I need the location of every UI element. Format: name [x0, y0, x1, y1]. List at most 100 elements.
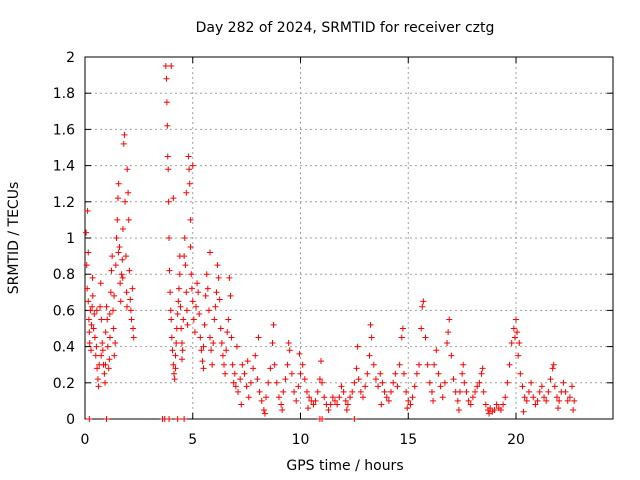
data-point [164, 122, 171, 129]
data-point [232, 383, 239, 390]
data-point [430, 397, 437, 404]
data-point [549, 365, 556, 372]
data-point [197, 334, 204, 341]
data-point [95, 383, 102, 390]
data-point [435, 370, 442, 377]
data-point [91, 334, 98, 341]
data-point [168, 316, 175, 323]
data-point [227, 292, 234, 299]
data-point [456, 388, 463, 395]
data-point [325, 406, 332, 413]
data-point [515, 352, 522, 359]
data-point [83, 262, 90, 269]
axis-ticks [84, 56, 613, 420]
data-point [354, 343, 361, 350]
data-point [243, 383, 250, 390]
data-point [186, 166, 193, 173]
data-point [508, 339, 515, 346]
data-point [89, 274, 96, 281]
data-point [424, 361, 431, 368]
data-point [85, 249, 92, 256]
data-point [93, 307, 100, 314]
data-point [461, 379, 468, 386]
data-point [178, 325, 185, 332]
data-point [521, 394, 528, 401]
data-point [117, 280, 124, 287]
data-point [286, 347, 293, 354]
data-point [176, 271, 183, 278]
data-point [278, 401, 285, 408]
data-point [378, 401, 385, 408]
data-point [303, 388, 310, 395]
data-point [543, 397, 550, 404]
data-point [269, 339, 276, 346]
data-point [179, 347, 186, 354]
data-point [437, 383, 444, 390]
data-point [209, 361, 216, 368]
data-point [174, 416, 181, 422]
data-point [551, 383, 558, 390]
data-point [293, 397, 300, 404]
data-point [314, 388, 321, 395]
data-point [338, 383, 345, 390]
data-point [250, 365, 257, 372]
data-point [396, 361, 403, 368]
data-point [291, 388, 298, 395]
data-point [83, 229, 90, 236]
data-point [357, 388, 364, 395]
data-point [560, 379, 567, 386]
data-point [168, 63, 175, 70]
data-point [422, 334, 429, 341]
data-point [224, 329, 231, 336]
data-point [370, 361, 377, 368]
data-point [212, 303, 219, 310]
data-point [285, 339, 292, 346]
data-point [106, 356, 113, 363]
data-point [196, 311, 203, 318]
data-point [454, 397, 461, 404]
data-point [164, 153, 171, 160]
y-tick-label: 0.4 [53, 340, 75, 356]
data-point [93, 343, 100, 350]
data-point [128, 316, 135, 323]
data-point [523, 397, 530, 404]
data-point [353, 365, 360, 372]
data-point [372, 376, 379, 383]
data-point [199, 358, 206, 365]
data-points [83, 63, 578, 422]
data-point [367, 321, 374, 328]
data-point [381, 388, 388, 395]
data-point [167, 307, 174, 314]
data-point [306, 394, 313, 401]
data-point [190, 316, 197, 323]
data-point [260, 406, 267, 413]
data-point [99, 347, 106, 354]
data-point [405, 397, 412, 404]
data-point [218, 339, 225, 346]
data-point [399, 325, 406, 332]
data-point [299, 361, 306, 368]
data-point [172, 365, 179, 372]
y-tick-label: 1.2 [53, 195, 75, 211]
data-point [506, 361, 513, 368]
data-point [536, 388, 543, 395]
data-point [317, 358, 324, 365]
data-point [327, 401, 334, 408]
data-point [510, 325, 517, 332]
data-point [263, 394, 270, 401]
data-point [334, 401, 341, 408]
data-point [87, 307, 94, 314]
data-point [167, 289, 174, 296]
data-point [366, 352, 373, 359]
data-point [125, 189, 132, 196]
data-point [111, 352, 118, 359]
data-point [284, 361, 291, 368]
y-tick-label: 1 [66, 231, 75, 247]
data-point [273, 379, 280, 386]
data-point [171, 376, 178, 383]
data-point [184, 321, 191, 328]
data-point [532, 401, 539, 408]
data-point [107, 289, 114, 296]
data-point [104, 316, 111, 323]
